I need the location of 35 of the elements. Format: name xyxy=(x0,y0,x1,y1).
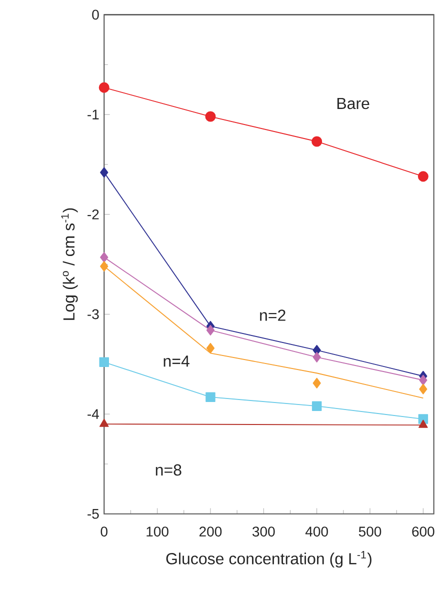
point xyxy=(419,384,428,394)
point xyxy=(205,111,216,122)
x-tick-label: 400 xyxy=(306,526,328,537)
point xyxy=(419,374,428,386)
x-tick-label: 0 xyxy=(100,526,108,537)
point xyxy=(100,261,108,272)
x-tick-label: 500 xyxy=(358,526,382,537)
point xyxy=(312,401,322,411)
annotation: n=8 xyxy=(156,464,182,476)
x-axis-title: Glucose concentration (g L$^{-1}$) xyxy=(166,551,372,568)
y-tick-label: -1 xyxy=(88,110,99,120)
point xyxy=(100,252,108,263)
annotation: n=2 xyxy=(260,310,286,321)
y-axis-title: Log (k$^{o}$ / cm s$^{-1}$) xyxy=(61,208,78,320)
x-tick-label: 600 xyxy=(412,526,434,537)
x-tick-label: 100 xyxy=(146,526,169,537)
point xyxy=(99,357,110,368)
y-tick-label: -2 xyxy=(88,209,99,220)
y-tick-label: -4 xyxy=(88,409,100,419)
y-tick-label: 0 xyxy=(92,10,99,20)
y-tick-label: -3 xyxy=(88,309,99,320)
point xyxy=(418,171,429,182)
annotation: Bare xyxy=(338,98,370,110)
point xyxy=(312,136,322,147)
point xyxy=(206,342,215,354)
point xyxy=(206,392,216,402)
x-tick-label: 300 xyxy=(252,526,275,537)
point xyxy=(312,378,321,388)
point xyxy=(100,167,108,178)
annotation: n=4 xyxy=(164,356,190,367)
x-tick-label: 200 xyxy=(200,526,222,537)
y-tick-label: -5 xyxy=(88,509,99,519)
point xyxy=(98,82,110,93)
point xyxy=(312,352,321,362)
point xyxy=(206,324,215,336)
